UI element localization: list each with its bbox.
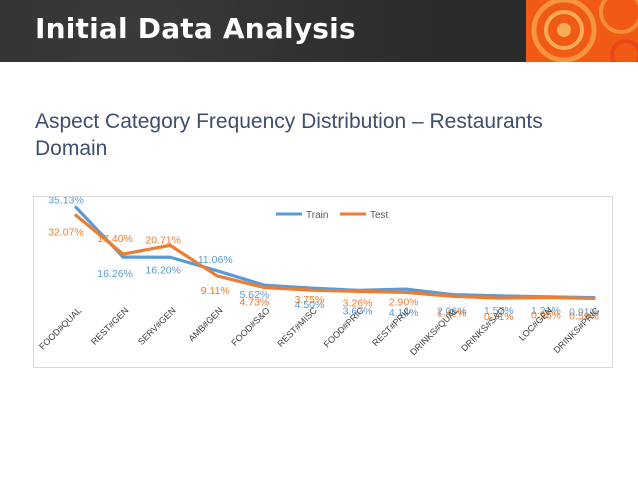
data-label-test-9: 0.71% bbox=[484, 311, 514, 323]
line-chart: Train Test 35.13%16.26% 16.20%11.06%5.62%4… bbox=[37, 197, 602, 357]
x-tick-label: FOOD#QUAL bbox=[37, 305, 83, 351]
data-label-test-10: 0.95% bbox=[531, 309, 561, 321]
chart-frame: Train Test 35.13% 16.26% 16.20% 11.06% 5.62% 4… bbox=[33, 196, 613, 368]
slide-title: Initial Data Analysis bbox=[35, 12, 356, 45]
chart-legend: Train Test bbox=[276, 210, 389, 221]
slide-header: Initial Data Analysis bbox=[0, 0, 638, 62]
data-label-test-2: 20.71% bbox=[145, 234, 181, 246]
header-decoration bbox=[526, 0, 638, 62]
legend-label-test: Test bbox=[370, 210, 389, 221]
data-label-train-10: 1.21% bbox=[531, 305, 561, 317]
data-label-test-7: 2.90% bbox=[389, 296, 419, 308]
data-label-train-1: 16.26% bbox=[97, 268, 133, 280]
data-label-train-5: 4.50% bbox=[295, 299, 325, 311]
data-label-test-11: 0.59% bbox=[569, 310, 599, 322]
series-line-train bbox=[74, 205, 596, 300]
x-tick-label: SERV#GEN bbox=[136, 305, 178, 347]
data-label-train-8: 2.06% bbox=[437, 306, 467, 318]
data-label-test-8: 1.42% bbox=[437, 307, 467, 319]
data-label-test-6: 3.26% bbox=[343, 297, 373, 309]
data-label-train-7: 4.14% bbox=[389, 307, 419, 319]
data-label-train-2: 16.20% bbox=[145, 264, 181, 276]
data-label-train-11: 0.91% bbox=[569, 307, 599, 319]
x-tick-label: REST#GEN bbox=[89, 305, 130, 346]
data-label-test-3: 9.11% bbox=[201, 285, 230, 297]
series-line-test bbox=[74, 213, 596, 301]
decorative-circles-icon bbox=[526, 0, 638, 62]
legend-label-train: Train bbox=[306, 210, 328, 221]
data-label-train-0: 35.13% bbox=[48, 197, 84, 206]
data-label-test-0: 32.07% bbox=[48, 226, 84, 238]
data-label-train-9: 1.57% bbox=[484, 305, 514, 317]
data-label-test-1: 17.40% bbox=[97, 233, 133, 245]
data-label-test-4: 4.73% bbox=[239, 297, 269, 309]
data-label-test-5: 3.75% bbox=[295, 294, 325, 306]
data-label-train-6: 3.67% bbox=[343, 305, 373, 317]
data-label-train-4: 5.62% bbox=[239, 289, 269, 301]
x-tick-label: AMB#GEN bbox=[186, 305, 224, 343]
x-tick-label: FOOD#S&O bbox=[229, 305, 271, 347]
x-tick-label: REST#MISC bbox=[275, 305, 319, 349]
data-label-train-3: 11.06% bbox=[198, 254, 233, 266]
slide-subtitle: Aspect Category Frequency Distribution –… bbox=[35, 110, 543, 160]
